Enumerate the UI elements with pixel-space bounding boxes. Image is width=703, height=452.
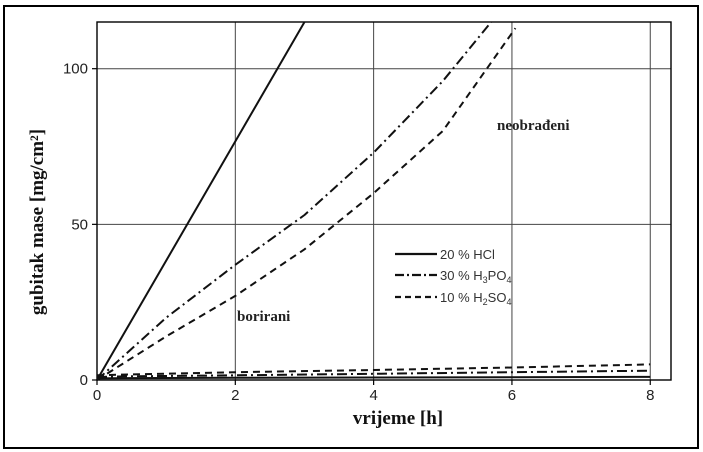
legend-label-h3po4: 30 % H3PO4 [440,268,511,285]
y-tick-label: 0 [80,372,88,389]
legend-label-hcl: 20 % HCl [440,247,495,262]
annotation-borided: borirani [237,309,290,325]
series-group [96,21,651,381]
legend-label-h2so4: 10 % H2SO4 [440,290,511,307]
y-tick-label: 50 [71,216,88,233]
annotation-untreated: neobrađeni [497,118,570,134]
y-tick-label: 100 [63,61,88,78]
y-axis-label: gubitak mase [mg/cm²] [27,129,48,315]
x-tick-label: 8 [646,387,654,404]
series-line [96,375,651,380]
x-axis-label: vrijeme [h] [353,408,443,429]
x-tick-label: 4 [369,387,377,404]
figure-border [3,5,699,449]
series-line [96,21,306,381]
grid [97,22,671,380]
plot-frame [96,21,672,381]
x-tick-label: 2 [231,387,239,404]
x-tick-label: 6 [508,387,516,404]
series-line [96,21,492,381]
x-tick-label: 0 [93,387,101,404]
series-line [96,363,651,377]
series-line [96,27,517,381]
axis-ticks: 0 2 4 6 8 0 50 100 [63,61,654,404]
legend: 20 % HCl 30 % H3PO4 10 % H2SO4 [395,247,511,307]
series-line [96,369,651,378]
